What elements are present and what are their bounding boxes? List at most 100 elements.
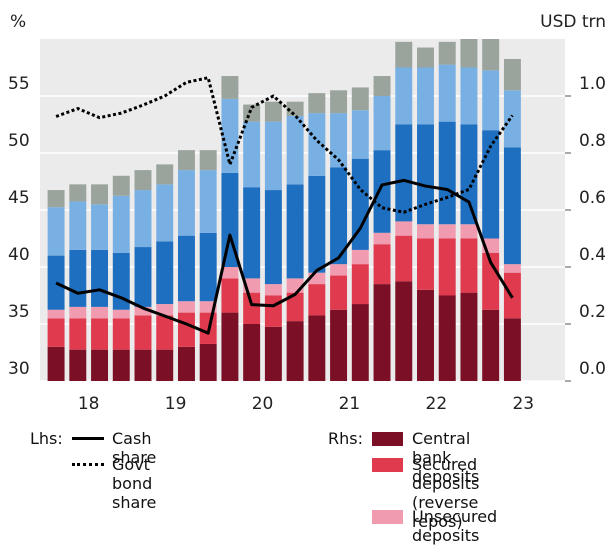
- bar-segment: [199, 170, 217, 233]
- bar-segment: [69, 306, 87, 319]
- bar-segment: [351, 110, 369, 159]
- bar-segment: [460, 238, 478, 293]
- bar-segment: [417, 124, 434, 225]
- x-tick-label: 21: [339, 394, 361, 414]
- bar-segment: [156, 304, 174, 316]
- bar-segment: [177, 150, 195, 171]
- y-tick-label: 45: [8, 188, 30, 208]
- bar-segment: [112, 349, 130, 381]
- y2-tick-label: 0.0: [579, 359, 606, 379]
- bar-segment: [221, 312, 239, 381]
- bar-segment: [351, 249, 369, 265]
- bar-segment: [199, 301, 217, 313]
- bar-segment: [47, 207, 65, 256]
- bar-segment: [221, 172, 239, 267]
- bar-segment: [69, 249, 87, 307]
- bar-segment: [177, 312, 195, 347]
- bar-segment: [351, 264, 369, 305]
- legend-label: Central bank deposits: [412, 429, 480, 486]
- bar-segment: [134, 190, 152, 248]
- legend-line: [72, 463, 104, 466]
- bar-segment: [69, 349, 87, 381]
- bar-segment: [91, 349, 109, 381]
- bar-segment: [373, 232, 391, 245]
- bar-segment: [91, 318, 109, 350]
- bar-segment: [134, 247, 152, 307]
- bar-segment: [47, 190, 65, 208]
- bar-segment: [395, 221, 413, 236]
- bar-segment: [221, 278, 239, 313]
- legend-swatch: [372, 510, 403, 524]
- bar-segment: [417, 67, 434, 125]
- bar-segment: [417, 238, 434, 290]
- legend-swatch: [372, 432, 403, 446]
- bar-segment: [351, 87, 369, 111]
- bar-segment: [308, 93, 326, 114]
- bar-segment: [134, 170, 152, 191]
- x-tick-label: 22: [426, 394, 448, 414]
- y-tick-label: 55: [8, 74, 30, 94]
- bar-segment: [417, 47, 434, 68]
- bar-segment: [460, 224, 478, 239]
- bar-segment: [199, 232, 217, 302]
- bar-segment: [395, 41, 413, 68]
- bar-segment: [438, 295, 456, 381]
- legend-label: Cash share: [112, 429, 157, 467]
- bar-segment: [503, 318, 521, 381]
- bar-segment: [47, 346, 65, 381]
- bar-segment: [330, 275, 348, 310]
- bar-segment: [330, 309, 348, 381]
- bar-segment: [156, 184, 174, 242]
- bar-segment: [264, 101, 282, 122]
- y2-tick-label: 0.4: [579, 245, 606, 265]
- bar-segment: [395, 281, 413, 381]
- bar-segment: [286, 321, 304, 381]
- bar-segment: [503, 58, 521, 91]
- bar-segment: [351, 304, 369, 381]
- bar-segment: [156, 164, 174, 185]
- bar-segment: [438, 121, 456, 225]
- x-tick-label: 18: [78, 394, 100, 414]
- bar-segment: [308, 284, 326, 316]
- bar-segment: [373, 284, 391, 381]
- bar-segment: [482, 70, 500, 131]
- bar-segment: [503, 90, 521, 148]
- bar-segment: [286, 115, 304, 185]
- bar-segment: [395, 235, 413, 282]
- bar-segment: [308, 175, 326, 273]
- y-axis-label: %: [10, 12, 26, 32]
- bar-segment: [199, 150, 217, 171]
- bar-segment: [243, 292, 261, 324]
- bar-segment: [177, 346, 195, 381]
- y2-tick-label: 0.6: [579, 188, 606, 208]
- bar-segment: [156, 315, 174, 350]
- bar-segment: [438, 238, 456, 296]
- x-tick-label: 23: [512, 394, 534, 414]
- bar-segment: [264, 326, 282, 381]
- bar-segment: [286, 101, 304, 116]
- bar-segment: [503, 147, 521, 265]
- bar-segment: [417, 224, 434, 239]
- bar-segment: [373, 150, 391, 233]
- bar-segment: [460, 39, 478, 68]
- y2-axis-label: USD trn: [540, 12, 606, 32]
- bar-segment: [417, 289, 434, 381]
- y2-tick-label: 0.2: [579, 302, 606, 322]
- bar-segment: [330, 113, 348, 168]
- bar-segment: [199, 343, 217, 381]
- bar-segment: [47, 309, 65, 319]
- bar-segment: [69, 201, 87, 250]
- legend-label: Govt bond share: [112, 455, 157, 512]
- line: [55, 178, 514, 335]
- bar-segment: [308, 113, 326, 176]
- bar-segment: [330, 90, 348, 114]
- bar-segment: [264, 190, 282, 285]
- bar-segment: [91, 249, 109, 307]
- bar-segment: [112, 309, 130, 319]
- bar-segment: [482, 309, 500, 381]
- bar-segment: [286, 184, 304, 279]
- x-tick-label: 20: [252, 394, 274, 414]
- line: [55, 76, 514, 214]
- chart: % USD trn 30 35 40 45 50 55 0.0 0.2 0.4 0.6 0.8 1.0…: [8, 12, 606, 414]
- bar-segment: [69, 318, 87, 350]
